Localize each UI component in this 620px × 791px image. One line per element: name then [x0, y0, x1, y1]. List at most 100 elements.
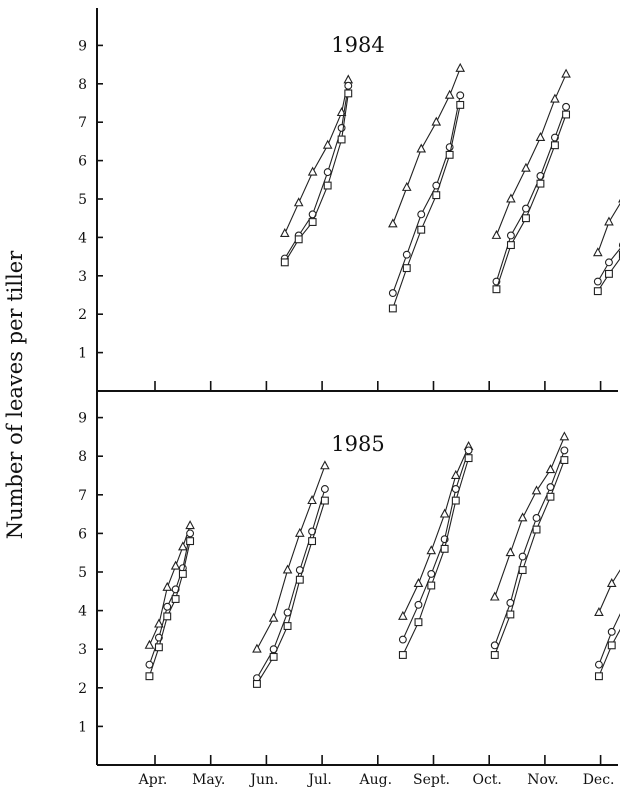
point-triangle	[322, 139, 333, 149]
point-triangle	[343, 74, 354, 84]
y-tick-label-1984: 3	[78, 269, 87, 285]
series-line-triangle	[284, 79, 349, 234]
point-square	[402, 264, 411, 273]
series-line-triangle	[392, 68, 461, 225]
point-triangle	[550, 93, 560, 103]
point-square	[186, 537, 195, 546]
point-square	[456, 100, 465, 109]
y-tick-label-1984: 4	[78, 230, 87, 246]
point-circle	[560, 446, 569, 455]
y-tick-label-1985: 4	[78, 604, 87, 620]
month-label: Aug.	[359, 772, 393, 788]
point-triangle	[444, 89, 455, 99]
point-square	[605, 269, 613, 278]
series-line-circle	[256, 488, 326, 679]
y-tick-label-1985: 3	[78, 642, 87, 658]
y-tick-label-1985: 9	[78, 411, 87, 427]
point-circle	[456, 91, 465, 100]
point-square	[594, 672, 603, 681]
series-line-triangle	[495, 73, 567, 236]
point-square	[252, 679, 261, 688]
point-square	[308, 537, 317, 546]
series-line-circle	[402, 450, 470, 640]
panel-title-1985: 1985	[331, 432, 384, 456]
series-line-triangle	[494, 436, 565, 598]
point-triangle	[535, 131, 546, 142]
y-tick-label-1984: 1	[78, 346, 87, 362]
series-line-square	[402, 457, 470, 656]
panel-1985-series	[144, 431, 620, 688]
point-triangle	[521, 162, 531, 172]
point-square	[522, 214, 530, 223]
month-axis-labels: Apr. May. Jun. Jul. Aug. Sept. Oct. Nov. Dec.	[138, 772, 615, 788]
point-triangle	[592, 247, 603, 257]
y-tick-label-1985: 8	[78, 449, 87, 465]
point-triangle	[252, 643, 262, 653]
point-square	[432, 191, 441, 200]
y-tick-label-1984: 9	[78, 38, 87, 54]
point-triangle	[531, 485, 542, 495]
point-square	[506, 241, 515, 250]
series-line-square	[495, 114, 567, 290]
series-line-circle	[392, 95, 461, 294]
point-triangle	[170, 560, 181, 570]
point-square	[427, 581, 436, 590]
point-square	[344, 89, 353, 98]
point-square	[154, 643, 163, 652]
point-triangle	[401, 181, 412, 191]
point-square	[562, 110, 571, 119]
point-square	[560, 456, 569, 465]
panel-1985-axes: 1 2 3 4 5 6 7 8 9	[78, 391, 618, 766]
point-square	[518, 566, 527, 575]
point-circle	[417, 210, 426, 219]
point-square	[178, 569, 187, 578]
series-line-square	[392, 104, 461, 309]
point-square	[337, 135, 346, 144]
point-triangle	[413, 578, 424, 588]
point-triangle	[398, 610, 408, 620]
point-triangle	[154, 618, 164, 628]
point-circle	[414, 600, 423, 609]
point-circle	[607, 627, 616, 636]
y-tick-label-1985: 5	[78, 565, 87, 581]
point-square	[532, 525, 541, 534]
point-circle	[562, 102, 571, 111]
point-triangle	[426, 545, 437, 555]
point-circle	[506, 231, 515, 240]
point-triangle	[388, 218, 398, 228]
y-tick-label-1984: 2	[78, 307, 87, 323]
month-label: Sept.	[413, 772, 450, 788]
point-square	[440, 544, 449, 553]
point-square	[320, 496, 329, 505]
point-circle	[464, 446, 473, 455]
y-tick-label-1985: 6	[78, 526, 87, 542]
point-square	[323, 181, 332, 190]
y-tick-label-1985: 7	[78, 488, 87, 504]
point-square	[171, 595, 180, 603]
point-square	[308, 218, 317, 226]
y-tick-label-1985: 1	[78, 719, 87, 735]
point-square	[464, 454, 473, 463]
point-triangle	[545, 464, 556, 474]
month-label: Nov.	[527, 772, 558, 788]
month-label: Jul.	[306, 772, 332, 788]
point-triangle	[506, 193, 516, 203]
point-square	[283, 622, 292, 630]
series-line-triangle	[256, 465, 326, 650]
series-line-circle	[598, 613, 620, 665]
point-square	[280, 258, 289, 267]
point-square	[607, 641, 616, 650]
month-label: Apr.	[138, 772, 168, 788]
series-line-square	[256, 500, 326, 685]
series-line-circle	[495, 106, 567, 282]
series-line-circle	[148, 533, 191, 665]
point-circle	[594, 660, 603, 669]
series-line-triangle	[402, 446, 470, 617]
point-circle	[402, 250, 411, 259]
point-circle	[320, 485, 329, 493]
panel-1985: 1985 1 2 3 4 5 6 7 8 9	[78, 391, 620, 766]
y-tick-label-1984: 7	[78, 115, 87, 131]
point-circle	[427, 569, 436, 578]
point-triangle	[450, 469, 461, 479]
